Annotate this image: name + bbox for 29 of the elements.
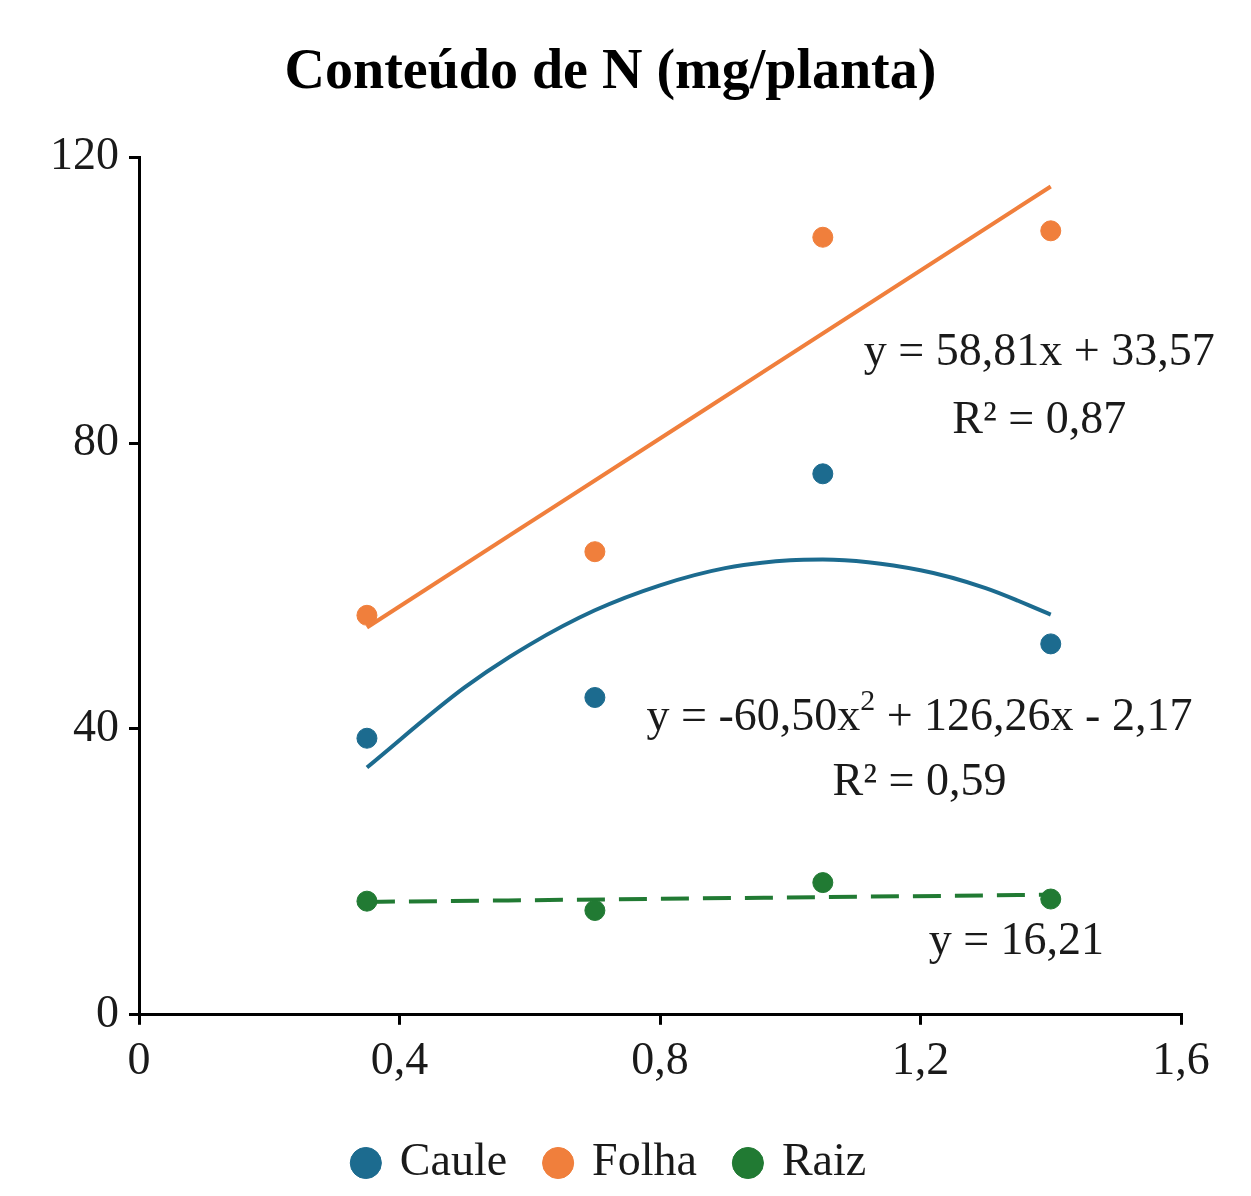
point — [356, 890, 378, 912]
point — [356, 604, 378, 626]
annotation: R² = 0,59 — [832, 754, 1007, 806]
x-tick-label: 0,4 — [370, 1033, 429, 1085]
point — [584, 686, 606, 708]
x-tick-label: 1,6 — [1152, 1033, 1210, 1085]
x-tick-label: 1,2 — [891, 1033, 950, 1085]
legend-label: Folha — [592, 1134, 697, 1186]
point — [1040, 888, 1062, 910]
point — [356, 727, 378, 749]
y-tick-label: 40 — [73, 700, 119, 752]
x-tick-label: 0 — [127, 1033, 151, 1085]
annotation: R² = 0,87 — [952, 392, 1127, 444]
legend-label: Raiz — [781, 1134, 867, 1186]
chart-title: Conteúdo de N (mg/planta) — [284, 38, 937, 102]
point — [584, 541, 606, 563]
point — [812, 872, 834, 894]
x-tick-label: 0,8 — [631, 1033, 689, 1085]
point — [812, 463, 834, 485]
point — [812, 226, 834, 248]
y-tick-label: 80 — [73, 414, 119, 466]
annotation: y = 58,81x + 33,57 — [863, 323, 1215, 375]
point — [1040, 220, 1062, 242]
legend-label: Caule — [399, 1134, 508, 1186]
point — [1040, 633, 1062, 655]
annotation: y = 16,21 — [928, 912, 1105, 964]
y-tick-label: 120 — [50, 128, 119, 180]
point — [584, 899, 606, 921]
y-tick-label: 0 — [96, 985, 119, 1037]
